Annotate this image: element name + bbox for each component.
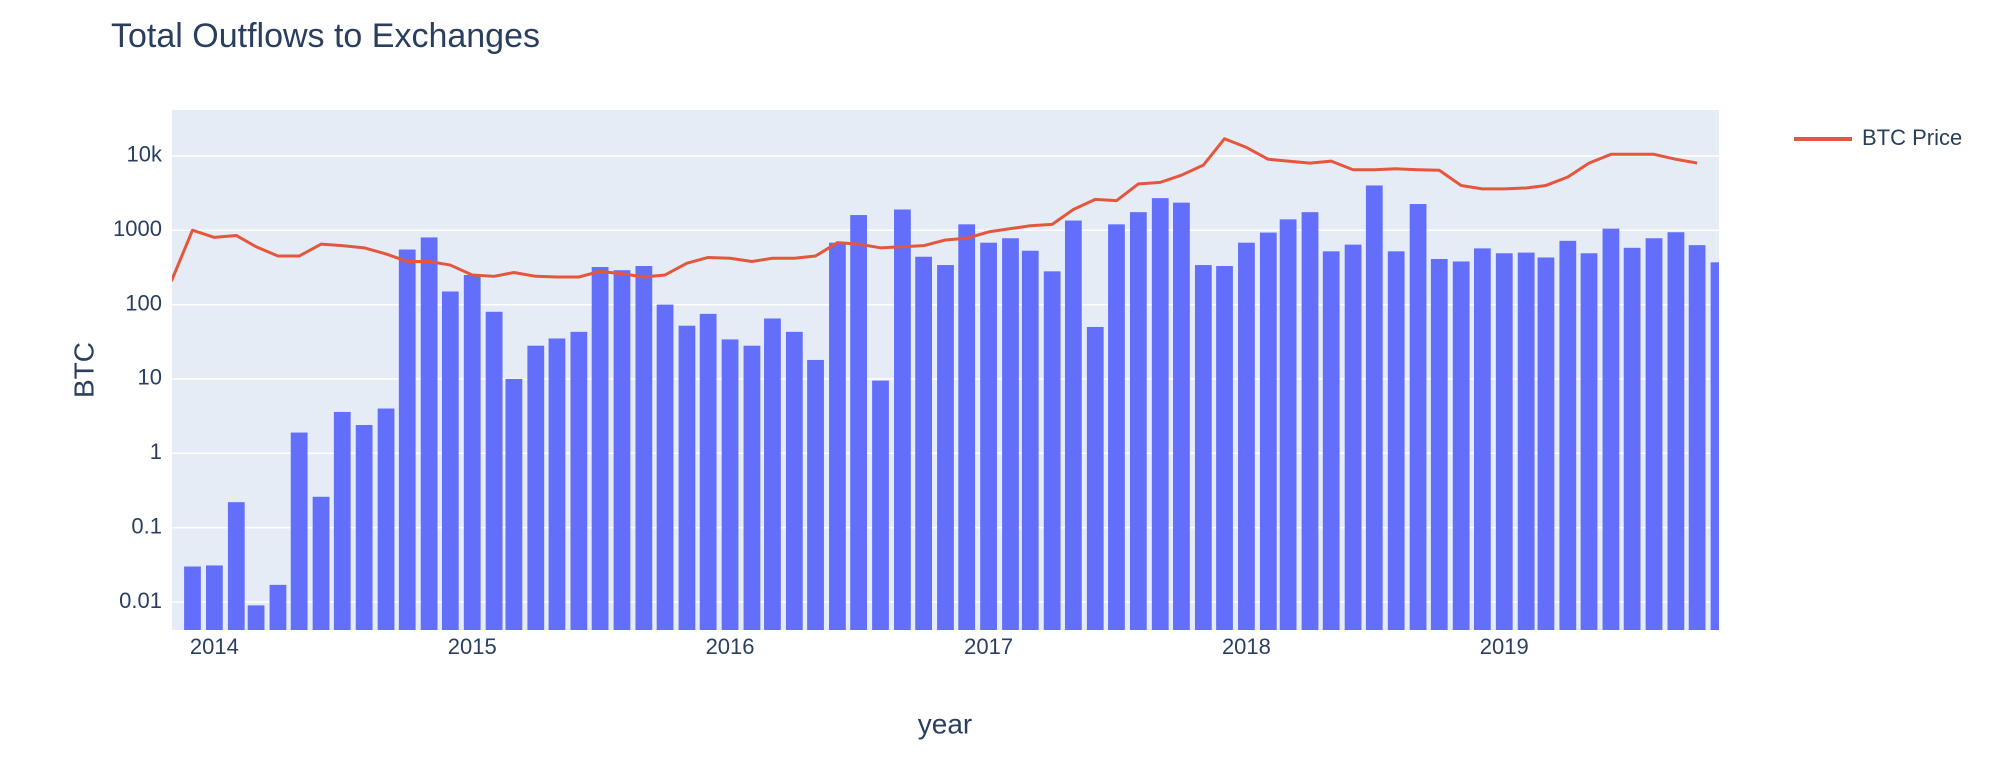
bar	[1002, 238, 1019, 630]
bar	[1602, 228, 1620, 630]
legend-label: BTC Price	[1862, 125, 1962, 150]
bar	[958, 224, 976, 630]
x-tick-label: 2016	[706, 634, 755, 659]
bar	[699, 313, 717, 630]
x-tick-label: 2019	[1480, 634, 1529, 659]
bar	[1279, 219, 1297, 630]
bar	[290, 432, 308, 630]
bar	[872, 380, 889, 630]
bar	[850, 215, 867, 630]
bar	[894, 209, 911, 630]
bar	[1129, 212, 1147, 630]
bar	[184, 566, 201, 630]
bar	[1452, 261, 1470, 630]
bar	[1409, 204, 1427, 630]
bar	[227, 502, 245, 630]
bar	[937, 265, 954, 630]
x-tick-label: 2014	[190, 634, 239, 659]
y-tick-label: 10k	[127, 142, 163, 167]
y-tick-label: 1	[150, 439, 162, 464]
y-axis-title: BTC	[68, 342, 99, 398]
bar	[743, 345, 761, 630]
bar	[1021, 250, 1039, 630]
bar	[505, 378, 523, 630]
bar	[1194, 265, 1212, 630]
bar	[1173, 202, 1190, 630]
bar	[463, 274, 481, 630]
bar	[1043, 271, 1061, 630]
bar	[764, 318, 781, 630]
x-axis-title: year	[918, 708, 972, 739]
bar	[1688, 245, 1706, 630]
bar	[829, 242, 846, 630]
price-line	[172, 137, 1698, 282]
bar	[377, 408, 395, 630]
bar	[205, 565, 223, 630]
bar	[656, 304, 674, 630]
bar	[1216, 266, 1233, 630]
bar	[1495, 253, 1513, 630]
bar	[333, 411, 351, 630]
bar	[1430, 259, 1448, 630]
bar	[721, 339, 739, 630]
bar	[1387, 251, 1405, 630]
bar	[1710, 262, 1719, 630]
y-tick-label: 100	[125, 290, 162, 315]
bar	[1559, 240, 1577, 630]
bar	[678, 325, 696, 630]
y-tick-label: 0.1	[131, 513, 162, 538]
y-tick-label: 0.01	[119, 588, 162, 613]
bar	[1151, 198, 1169, 630]
bar	[1517, 252, 1535, 630]
bar	[807, 359, 824, 630]
bar	[1537, 257, 1555, 630]
bar	[613, 270, 631, 630]
bar	[1064, 220, 1082, 630]
bar	[785, 331, 803, 630]
bar	[1473, 248, 1491, 630]
bar	[485, 311, 503, 630]
bar	[1580, 253, 1598, 630]
bar	[1108, 224, 1125, 630]
bar	[1322, 251, 1340, 630]
bar	[1667, 232, 1685, 630]
x-tick-label: 2015	[448, 634, 497, 659]
bar	[420, 237, 438, 630]
bar	[915, 256, 932, 630]
bar	[570, 331, 588, 630]
bar	[269, 584, 287, 630]
bar	[1238, 242, 1255, 630]
bar	[1645, 238, 1663, 630]
plot-marks	[172, 137, 1719, 630]
bar	[591, 267, 609, 630]
y-tick-label: 10	[138, 365, 162, 390]
y-tick-label: 1000	[113, 216, 162, 241]
bar	[355, 425, 373, 630]
x-tick-label: 2018	[1222, 634, 1271, 659]
bar	[1344, 244, 1362, 630]
bar	[1301, 212, 1319, 630]
legend: BTC Price	[1794, 125, 1962, 150]
bar	[635, 266, 653, 630]
bar	[1623, 247, 1641, 630]
bar	[247, 605, 265, 630]
chart-title: Total Outflows to Exchanges	[111, 17, 540, 55]
bar	[1365, 185, 1383, 630]
bar	[548, 338, 566, 630]
bar	[441, 291, 459, 630]
bar	[1086, 326, 1104, 630]
x-tick-label: 2017	[964, 634, 1013, 659]
bar	[312, 496, 330, 630]
bar	[980, 242, 997, 630]
bar	[527, 345, 545, 630]
bar	[1259, 232, 1277, 630]
bar	[398, 249, 416, 630]
axes: 10k 1000 100 10 1 0.1 0.01 2014 2015 2016 2017 2018…	[113, 142, 1529, 659]
